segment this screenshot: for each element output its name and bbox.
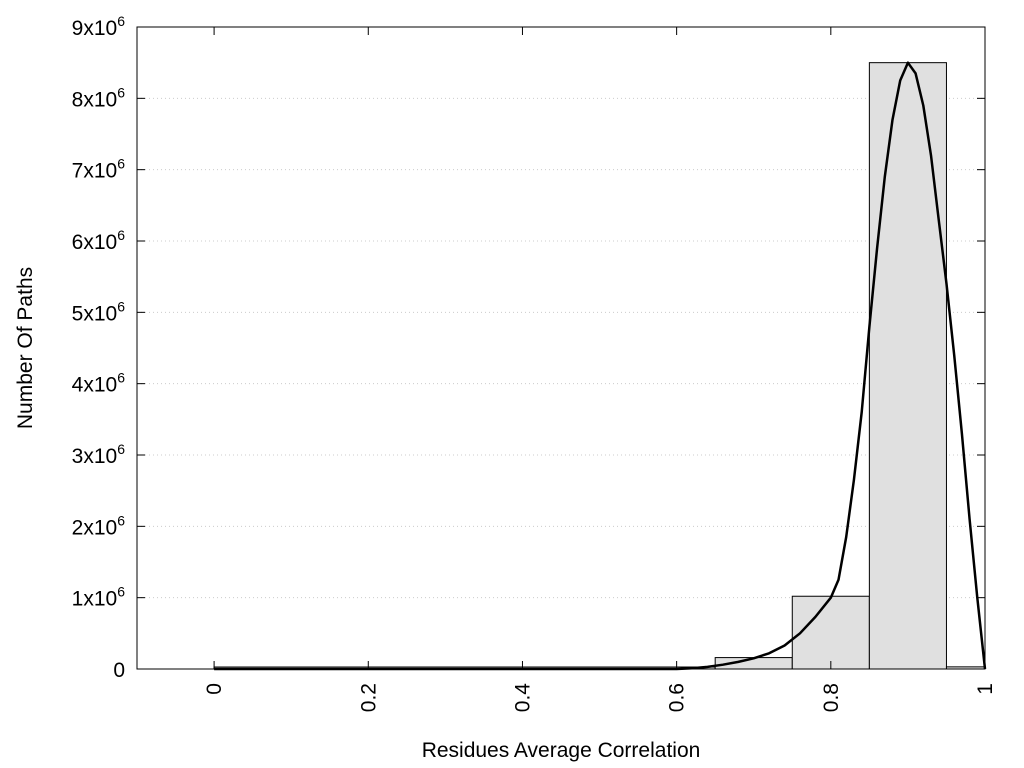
x-tick-label-1: 0.2 [357, 683, 380, 712]
x-tick-label-4: 0.8 [820, 683, 843, 712]
y-tick-label-2: 2x106 [72, 512, 126, 539]
bar-2 [868, 62, 947, 670]
x-tick-label-0: 0 [203, 683, 226, 695]
y-tick-label-5: 5x106 [72, 298, 126, 325]
y-tick-label-0: 0 [113, 659, 125, 682]
x-tick-label-2: 0.4 [511, 683, 534, 713]
fit-curve-layer [214, 61, 987, 671]
y-axis-label: Number Of Paths [14, 267, 37, 429]
x-tick-label-5: 1 [974, 683, 997, 695]
y-tick-label-3: 3x106 [72, 441, 126, 468]
fit-curve [214, 61, 987, 671]
y-tick-label-8: 8x106 [72, 84, 126, 111]
grid-lines [137, 97, 985, 599]
y-tick-label-7: 7x106 [72, 156, 126, 183]
x-tick-labels: 0 0.2 0.4 0.6 0.8 1 [203, 683, 997, 713]
y-tick-label-1: 1x106 [72, 584, 126, 611]
x-tick-label-3: 0.6 [666, 683, 689, 712]
y-tick-label-6: 6x106 [72, 227, 126, 254]
histogram-bars [213, 62, 986, 670]
y-tick-label-9: 9x106 [72, 13, 126, 40]
axis-ticks [137, 26, 986, 670]
x-axis-label: Residues Average Correlation [422, 739, 701, 762]
bar-1 [791, 595, 870, 670]
plot-frame [136, 26, 986, 670]
y-tick-label-4: 4x106 [72, 370, 126, 397]
y-tick-labels: 0 1x106 2x106 3x106 4x106 5x106 6x106 7x106 8x10… [72, 13, 126, 682]
